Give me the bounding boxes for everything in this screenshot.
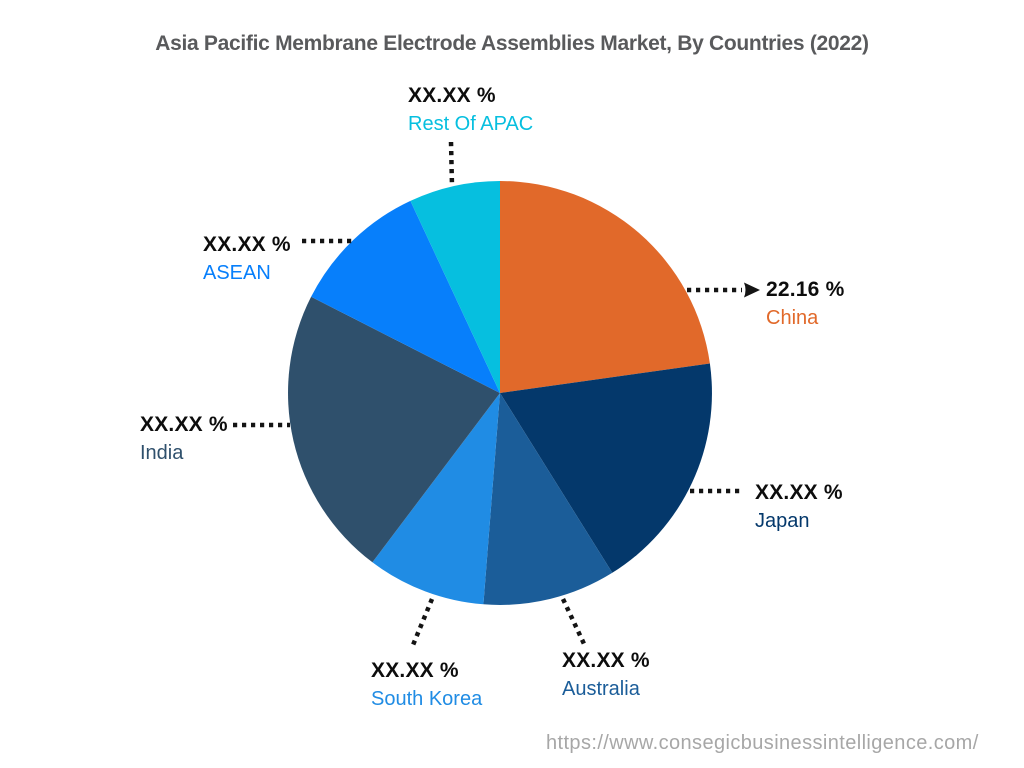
leader-line-australia [560,598,588,647]
chart-title: Asia Pacific Membrane Electrode Assembli… [155,32,869,55]
pie-slice-asean [311,200,500,393]
pie-slice-rest-of-apac [410,181,500,393]
source-url: https://www.consegicbusinessintelligence… [546,732,979,754]
callout-china: 22.16 % China [766,278,844,330]
leader-line-rest-of-apac [448,141,455,187]
callout-australia: XX.XX % Australia [562,649,650,701]
south-korea-label: South Korea [371,688,483,710]
rest-of-apac-label: Rest Of APAC [408,113,534,135]
pie-slice-australia [483,393,613,605]
australia-label: Australia [562,678,640,700]
china-label: China [766,307,819,329]
asean-value: XX.XX % [203,233,291,256]
callout-south-korea: XX.XX % South Korea [371,659,482,711]
china-leader-arrowhead-icon [744,282,760,298]
pie-slice-japan [500,363,712,573]
pie-slice-china [500,181,710,393]
australia-value: XX.XX % [562,649,650,672]
callout-india: XX.XX % India [140,413,228,465]
pie-slice-south-korea [372,393,500,605]
callout-rest-of-apac: XX.XX % Rest Of APAC [408,84,533,136]
rest-of-apac-value: XX.XX % [408,84,496,107]
china-value: 22.16 % [766,278,845,301]
leader-line-south-korea [410,598,435,646]
callout-asean: XX.XX % ASEAN [203,233,291,285]
leader-lines-group [233,141,742,647]
japan-value: XX.XX % [755,481,843,504]
south-korea-value: XX.XX % [371,659,459,682]
india-value: XX.XX % [140,413,228,436]
pie-slices-group [288,181,712,605]
asean-label: ASEAN [203,262,271,284]
pie-slice-india [288,296,500,563]
callout-japan: XX.XX % Japan [755,481,843,533]
india-label: India [140,442,184,464]
japan-label: Japan [755,510,810,532]
